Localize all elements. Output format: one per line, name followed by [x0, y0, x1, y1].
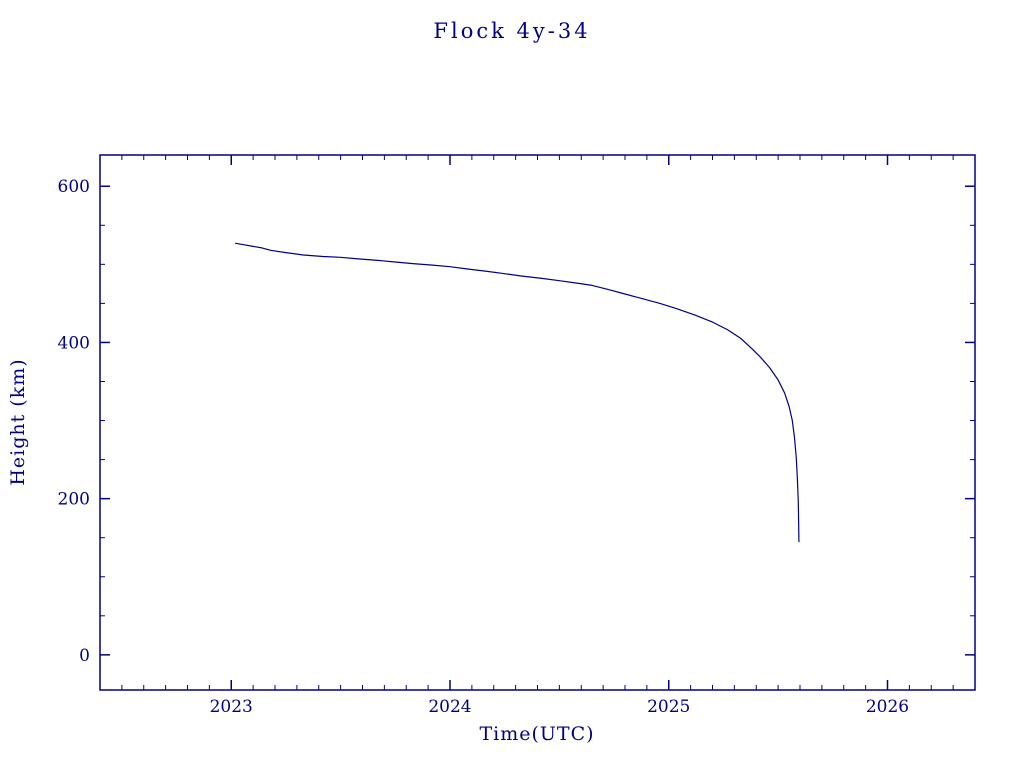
axis-frame: [99, 154, 976, 691]
y-axis-label: Height (km): [7, 358, 29, 485]
y-tick-label: 400: [58, 333, 90, 353]
chart-title: Flock 4y-34: [433, 19, 590, 43]
x-tick-label: 2025: [647, 697, 690, 717]
height-decay-line: [235, 242, 800, 543]
plot-area: 2023 2024 2025 2026 0 200 400 600: [58, 154, 976, 717]
y-tick-label: 200: [58, 490, 90, 510]
y-tick-label: 0: [79, 646, 90, 666]
x-tick-label: 2026: [866, 697, 909, 717]
x-tick-label: 2024: [428, 697, 471, 717]
y-tick-label: 600: [58, 177, 90, 197]
x-axis-label: Time(UTC): [479, 723, 594, 745]
x-tick-label: 2023: [210, 697, 253, 717]
